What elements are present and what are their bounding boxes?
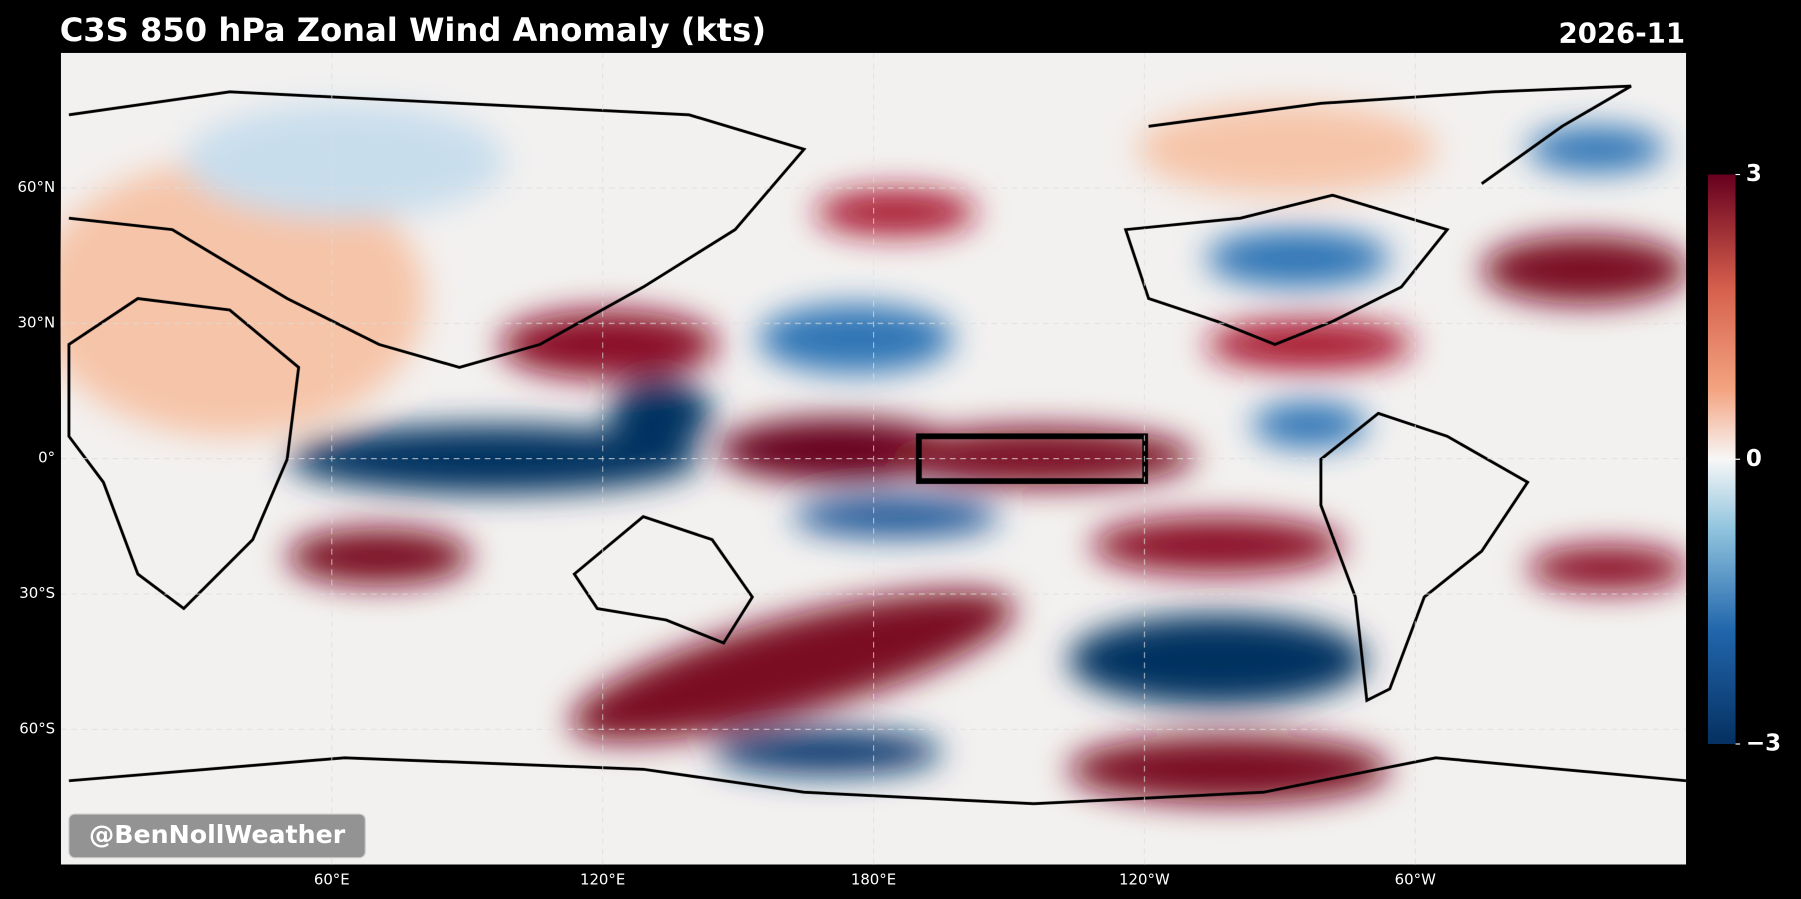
y-tick-label: 60°S [19, 719, 55, 737]
colorbar-tick-label: 0 [1746, 446, 1762, 472]
x-tick-label: 180°E [851, 871, 896, 889]
y-tick-label: 0° [38, 449, 55, 467]
x-tick-label: 120°E [580, 871, 625, 889]
watermark-box [68, 813, 366, 859]
map-field [60, 52, 1687, 865]
x-tick-label: 60°W [1395, 871, 1436, 889]
title: C3S 850 hPa Zonal Wind Anomaly (kts) [60, 11, 766, 49]
x-tick-label: 120°W [1119, 871, 1170, 889]
watermark: @BenNollWeather [89, 820, 346, 849]
colorbar [1707, 174, 1736, 744]
y-tick-label: 30°N [18, 313, 56, 331]
colorbar-tick-label: −3 [1746, 731, 1781, 757]
y-tick-label: 60°N [18, 178, 56, 196]
y-tick-label: 30°S [19, 584, 55, 602]
colorbar-tick-label: 3 [1746, 161, 1762, 187]
date: 2026-11 [1559, 17, 1685, 49]
coastlines [67, 84, 1687, 806]
x-tick-label: 60°E [314, 871, 350, 889]
